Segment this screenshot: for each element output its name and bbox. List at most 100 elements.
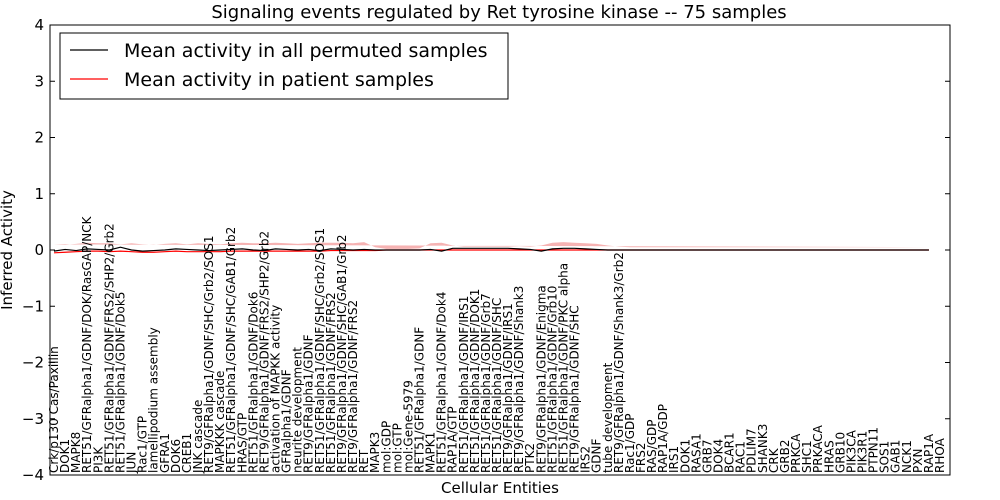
x-tick-label: GAB1 (889, 440, 903, 473)
x-tick-label: neurite development (291, 347, 305, 473)
x-tick-label: PXN (911, 449, 925, 473)
x-tick-label: RET51/GFRalpha1/GDNF/Grb10 (545, 286, 559, 473)
x-tick-label: GRB2 (778, 439, 792, 473)
x-tick-label: MAPKKK cascade (213, 371, 227, 473)
x-tick-label: GRB10 (833, 432, 847, 473)
x-tick-label: MAPK3 (368, 432, 382, 473)
x-tick-label: RASA1 (689, 433, 703, 473)
x-tick-label: activation of MAPKK activity (269, 305, 283, 473)
x-tick-label: RET9/GFRalpha1/GDNF/Shank3/Grb2 (612, 252, 626, 473)
x-tick-label: CREB1 (180, 433, 194, 473)
x-tick-label: DOK1 (678, 439, 692, 473)
x-tick-label: RET9/GFRalpha1/GDNF/Enigma (534, 285, 548, 473)
x-tick-label: DOK4 (712, 439, 726, 473)
x-tick-label: RET51/GFRalpha1/GDNF/Grb7 (479, 293, 493, 473)
x-tick-label: JNK cascade (191, 400, 205, 474)
x-tick-label: Rac1/GTP (136, 416, 150, 473)
x-tick-label: FRS2 (634, 443, 648, 474)
x-tick-label: DOK6 (169, 439, 183, 473)
x-tick-label: RET51/GFRalpha1/GDNF/Dok5 (113, 292, 127, 473)
x-tick-label: RET51/GFRalpha1/GDNF (412, 327, 426, 473)
x-tick-label: RAP1A/GTP (446, 406, 460, 473)
x-tick-label: RET51/GFRalpha1/GDNF/DOK1 (468, 289, 482, 473)
series-lines-layer (53, 246, 929, 254)
x-tick-label: RET (357, 449, 371, 473)
x-tick-label: RHOA (933, 437, 947, 473)
y-tick-label: −1 (22, 297, 44, 315)
y-tick-label: −2 (22, 354, 44, 372)
x-tick-label: IRS2 (579, 446, 593, 473)
x-tick-label: RET51/GFRalpha1/GDNF/PKC alpha (556, 263, 570, 473)
x-tick-label: RET9/GFRalpha1/GDNF/Shank3 (512, 286, 526, 473)
x-tick-label: PI3K (91, 446, 105, 473)
x-tick-label: RET9/GFRalpha1/GDNF/IRS1 (501, 303, 515, 473)
x-tick-label: RET9/GFRalpha1/GDNF (302, 334, 316, 473)
series-line-permuted (53, 246, 929, 252)
x-tick-label: CRK (767, 447, 781, 473)
x-tick-label: RAC1 (734, 441, 748, 473)
chart-title: Signaling events regulated by Ret tyrosi… (211, 2, 786, 23)
x-tick-label: tube development (601, 362, 615, 473)
x-tick-label: GDNF (590, 438, 604, 473)
x-tick-label: RET51/GFRalpha1/GDNF/IRS1 (457, 296, 471, 473)
y-tick-label: 1 (34, 185, 44, 203)
y-ticks-layer: −4 −3 −2 −1 0 1 2 3 4 (22, 16, 950, 484)
x-tick-label: GFRA1 (158, 433, 172, 473)
y-tick-label: 0 (34, 241, 44, 259)
y-tick-label: 4 (34, 16, 44, 34)
x-tick-label: PRKCA (789, 433, 803, 473)
legend-label-permuted: Mean activity in all permuted samples (124, 40, 487, 62)
x-tick-label: RAP1A/GDP (656, 404, 670, 473)
x-tick-label: PIK3CA (844, 429, 858, 473)
x-tick-label: RAP1A (922, 433, 936, 473)
x-tick-label: RET51/GFRalpha1/GDNF/SHC/GAB1/Grb2 (224, 227, 238, 473)
x-tick-label: RET51/GFRalpha1/GDNF/Dok6 (246, 292, 260, 473)
x-tick-label: GRB7 (700, 439, 714, 473)
x-tick-label: GFRalpha1/GDNF (280, 369, 294, 473)
x-tick-label: RET9/GFRalpha1/GDNF/SHC/Grb2/SOS1 (202, 235, 216, 473)
x-tick-label: PTPN11 (867, 427, 881, 473)
x-tick-label: RET9/GFRalpha1/GDNF/FRS2 (346, 300, 360, 473)
x-tick-label: SOS1 (878, 441, 892, 473)
x-tick-label: RET51/GFRalpha1/GDNF/FRS2 (324, 292, 338, 473)
x-tick-label: Rac1/GDP (623, 414, 637, 473)
x-tick-labels-layer: Crk/p130 Cas/PaxillinDOK1MAPK8RET51/GFRa… (47, 215, 947, 474)
x-tick-label: BCAR1 (723, 432, 737, 473)
x-tick-label: RET9/GFRalpha1/GDNF/FRS2/SHP2/Grb2 (257, 231, 271, 473)
x-tick-label: JUN (125, 452, 139, 474)
x-tick-label: RET51/GFRalpha1/GDNF/Dok4 (435, 292, 449, 473)
legend-label-patient: Mean activity in patient samples (124, 69, 434, 91)
x-tick-label: RET51/GFRalpha1/GDNF/DOK/RasGAP/NCK (80, 215, 94, 473)
x-tick-label: NCK1 (900, 440, 914, 473)
y-tick-label: −4 (22, 466, 44, 484)
x-tick-label: MAPK1 (424, 432, 438, 473)
patient-band-layer (54, 242, 929, 249)
x-tick-label: RET51/GFRalpha1/GDNF/SHC (490, 298, 504, 473)
x-tick-label: MAPK8 (69, 432, 83, 473)
x-tick-label: PTK2 (523, 443, 537, 473)
legend-box (59, 32, 509, 100)
x-tick-label: RET51/GFRalpha1/GDNF/SHC/Grb2/SOS1 (313, 228, 327, 473)
x-tick-label: DOK1 (58, 439, 72, 473)
x-tick-label: SHC1 (800, 440, 814, 473)
x-tick-label: lamellipodium assembly (147, 327, 161, 473)
x-tick-label: SHANK3 (756, 424, 770, 473)
x-tick-label: mol:GDP (379, 421, 393, 473)
x-tick-label: PRKACA (811, 424, 825, 473)
legend: Mean activity in all permuted samples Me… (59, 32, 509, 100)
y-tick-label: −3 (22, 410, 44, 428)
x-tick-label: PDLIM7 (745, 428, 759, 473)
x-tick-label: RET9/GFRalpha1/GDNF/SHC (568, 305, 582, 473)
x-axis-label: Cellular Entities (441, 479, 559, 497)
x-tick-label: RAS/GDP (645, 420, 659, 474)
patient-confidence-band (54, 242, 929, 249)
y-tick-label: 2 (34, 129, 44, 147)
y-axis-label: Inferred Activity (0, 190, 16, 310)
x-tick-label: IRS1 (667, 446, 681, 473)
x-tick-label: mol:Gene-5979 (401, 380, 415, 473)
x-tick-label: RET51/GFRalpha1/GDNF/FRS2/SHP2/Grb2 (102, 223, 116, 473)
x-tick-label: RET9/GFRalpha1/GDNF/SHC/GAB1/Grb2 (335, 234, 349, 473)
plot-frame (49, 24, 951, 476)
x-tick-label: mol:GTP (390, 423, 404, 473)
